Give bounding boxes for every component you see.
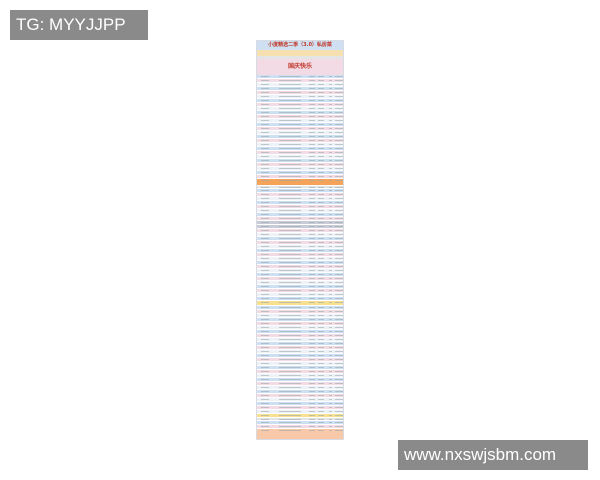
table-row [257, 233, 343, 237]
table-row [257, 406, 343, 410]
table-row [257, 135, 343, 139]
table-row [257, 273, 343, 277]
table-row [257, 318, 343, 322]
table-row [257, 79, 343, 83]
table-row [257, 127, 343, 131]
table-row [257, 155, 343, 159]
table-row [257, 123, 343, 127]
table-row [257, 257, 343, 261]
table-row [257, 394, 343, 398]
table-row [257, 314, 343, 318]
table-row [257, 241, 343, 245]
table-row [257, 163, 343, 167]
tg-watermark: TG: MYYJJPP [10, 10, 148, 40]
table-row [257, 99, 343, 103]
subtitle-bar [257, 50, 343, 56]
table-row [257, 189, 343, 193]
table-row [257, 131, 343, 135]
table-row [257, 358, 343, 362]
table-row [257, 350, 343, 354]
table-row [257, 225, 343, 229]
menu-table-image: 小度精选二季（3.0）私房菜 国庆快乐 [256, 40, 344, 440]
table-row [257, 253, 343, 257]
table-row [257, 147, 343, 151]
table-row [257, 285, 343, 289]
table-row [257, 342, 343, 346]
site-watermark: www.nxswjsbm.com [398, 440, 588, 470]
table-row [257, 201, 343, 205]
table-row [257, 425, 343, 429]
table-row [257, 293, 343, 297]
table-row [257, 281, 343, 285]
table-row [257, 402, 343, 406]
table-row [257, 410, 343, 414]
table-row [257, 143, 343, 147]
table-row [257, 151, 343, 155]
table-row [257, 370, 343, 374]
table-row [257, 171, 343, 175]
table-row [257, 310, 343, 314]
table-row [257, 245, 343, 249]
table-row [257, 209, 343, 213]
section-band [257, 179, 343, 186]
header-row [257, 56, 343, 59]
section-band [257, 414, 343, 418]
table-row [257, 75, 343, 79]
section-band [257, 301, 343, 306]
table-row [257, 91, 343, 95]
table-row [257, 115, 343, 119]
table-row [257, 221, 343, 225]
table-row [257, 390, 343, 394]
table-row [257, 139, 343, 143]
table-row [257, 265, 343, 269]
table-row [257, 326, 343, 330]
table-row [257, 378, 343, 382]
table-row [257, 87, 343, 91]
table-row [257, 338, 343, 342]
table-row [257, 213, 343, 217]
table-row [257, 362, 343, 366]
table-row [257, 334, 343, 338]
sheet-title: 小度精选二季（3.0）私房菜 [257, 41, 343, 50]
table-row [257, 119, 343, 123]
table-row [257, 322, 343, 326]
table-row [257, 297, 343, 301]
table-row [257, 103, 343, 107]
table-row [257, 107, 343, 111]
table-row [257, 83, 343, 87]
table-row [257, 374, 343, 378]
table-row [257, 330, 343, 334]
header-row [257, 418, 343, 421]
table-row [257, 398, 343, 402]
table-row [257, 386, 343, 390]
footer-row [257, 429, 343, 439]
table-row [257, 167, 343, 171]
table-row [257, 197, 343, 201]
table-row [257, 421, 343, 425]
table-row [257, 237, 343, 241]
table-row [257, 289, 343, 293]
banner-text: 国庆快乐 [257, 59, 343, 75]
table-row [257, 249, 343, 253]
table-row [257, 366, 343, 370]
header-row [257, 186, 343, 189]
table-row [257, 346, 343, 350]
table-row [257, 306, 343, 310]
table-row [257, 229, 343, 233]
table-row [257, 269, 343, 273]
table-row [257, 354, 343, 358]
table-row [257, 175, 343, 179]
table-row [257, 111, 343, 115]
table-row [257, 159, 343, 163]
table-row [257, 382, 343, 386]
table-row [257, 217, 343, 221]
table-row [257, 277, 343, 281]
table-row [257, 261, 343, 265]
table-row [257, 205, 343, 209]
table-row [257, 95, 343, 99]
table-row [257, 193, 343, 197]
